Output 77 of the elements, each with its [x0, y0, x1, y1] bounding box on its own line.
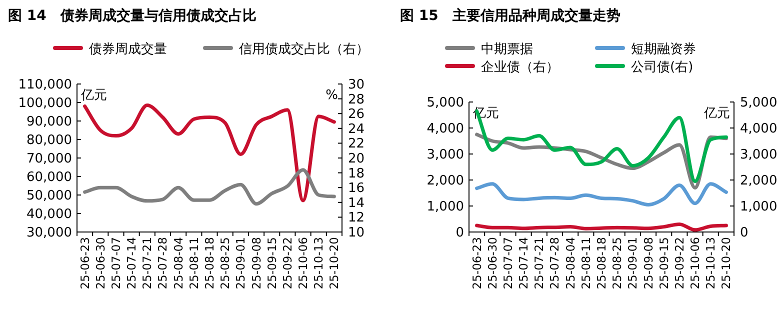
x-tick-label: 25-09-01: [234, 237, 248, 290]
x-tick-label: 25-08-11: [578, 237, 593, 290]
y-tick-label: 40,000: [26, 207, 72, 222]
y-tick-label: 2,000: [426, 174, 464, 188]
y2-tick-label: 0: [740, 226, 748, 240]
legend-label: 短期融资券: [631, 42, 696, 57]
y2-tick-label: 16: [348, 181, 365, 196]
x-tick-label: 25-09-08: [249, 237, 264, 290]
x-tick-label: 25-09-22: [672, 237, 686, 290]
y2-axis-title: %: [326, 88, 338, 103]
x-tick-label: 25-06-30: [93, 237, 108, 290]
y2-tick-label: 28: [348, 92, 365, 108]
x-tick-label: 25-08-04: [563, 237, 578, 290]
y2-tick-label: 14: [348, 196, 365, 211]
x-tick-label: 25-10-20: [327, 237, 342, 290]
x-tick-label: 25-06-30: [485, 237, 500, 290]
y-tick-label: 100,000: [18, 96, 72, 111]
x-tick-label: 25-10-20: [719, 237, 734, 290]
y-tick-label: 1,000: [426, 200, 464, 214]
y2-tick-label: 12: [348, 210, 365, 226]
x-tick-label: 25-07-21: [140, 237, 154, 290]
y2-tick-label: 1,000: [740, 200, 778, 214]
x-tick-label: 25-09-08: [641, 237, 656, 290]
y-tick-label: 60,000: [26, 170, 72, 185]
legend-label: 债券周成交量: [89, 41, 167, 57]
chart-title: 图 15 主要信用品种周成交量走势: [400, 7, 620, 24]
x-tick-label: 25-09-22: [280, 237, 294, 290]
x-tick-label: 25-09-15: [656, 237, 671, 290]
x-tick-label: 25-10-06: [296, 237, 310, 290]
y-tick-label: 90,000: [26, 114, 72, 130]
y-tick-label: 4,000: [426, 122, 464, 136]
y-tick-label: 5,000: [426, 96, 464, 110]
y-axis-title: 亿元: [80, 88, 107, 103]
y2-tick-label: 30: [348, 78, 365, 92]
y2-tick-label: 24: [348, 122, 365, 137]
x-tick-label: 25-10-06: [688, 237, 702, 290]
x-tick-label: 25-07-14: [124, 237, 139, 290]
y-tick-label: 70,000: [26, 152, 72, 166]
x-tick-label: 25-07-07: [108, 237, 123, 290]
y-tick-label: 110,000: [18, 78, 72, 92]
y-tick-label: 30,000: [26, 226, 72, 240]
y-tick-label: 3,000: [426, 148, 464, 162]
y-tick-label: 0: [456, 226, 464, 240]
y-tick-label: 50,000: [26, 188, 72, 204]
legend-label: 企业债（右）: [481, 60, 559, 75]
y-tick-label: 80,000: [26, 133, 72, 148]
x-tick-label: 25-08-25: [610, 237, 624, 290]
legend-label: 信用债成交占比（右）: [239, 41, 369, 57]
y2-tick-label: 18: [348, 166, 365, 182]
y2-axis-title: 亿元: [703, 106, 730, 121]
x-tick-label: 25-07-28: [548, 237, 562, 290]
x-tick-label: 25-06-23: [78, 237, 92, 290]
y2-tick-label: 22: [348, 136, 365, 152]
x-tick-label: 25-07-14: [516, 237, 531, 290]
x-tick-label: 25-08-04: [171, 237, 186, 290]
x-tick-label: 25-08-18: [594, 237, 608, 290]
y2-tick-label: 5,000: [740, 96, 778, 110]
y2-tick-label: 20: [348, 152, 365, 166]
x-tick-label: 25-08-11: [186, 237, 201, 290]
x-tick-label: 25-07-28: [156, 237, 170, 290]
x-tick-label: 25-10-13: [704, 237, 718, 290]
y2-tick-label: 26: [348, 107, 365, 122]
chart-title: 图 14 债券周成交量与信用债成交占比: [8, 7, 256, 24]
x-tick-label: 25-08-18: [202, 237, 216, 290]
y2-tick-label: 10: [348, 226, 365, 240]
x-tick-label: 25-09-01: [626, 237, 640, 290]
x-tick-label: 25-09-15: [264, 237, 279, 290]
legend-label: 中期票据: [481, 42, 533, 57]
x-tick-label: 25-08-25: [218, 237, 232, 290]
x-tick-label: 25-07-07: [500, 237, 515, 290]
x-tick-label: 25-06-23: [470, 237, 484, 290]
x-tick-label: 25-07-21: [532, 237, 546, 290]
x-tick-label: 25-10-13: [312, 237, 326, 290]
y2-tick-label: 2,000: [740, 174, 778, 188]
y2-tick-label: 4,000: [740, 122, 778, 136]
y2-tick-label: 3,000: [740, 148, 778, 162]
legend-label: 公司债(右): [631, 60, 694, 75]
